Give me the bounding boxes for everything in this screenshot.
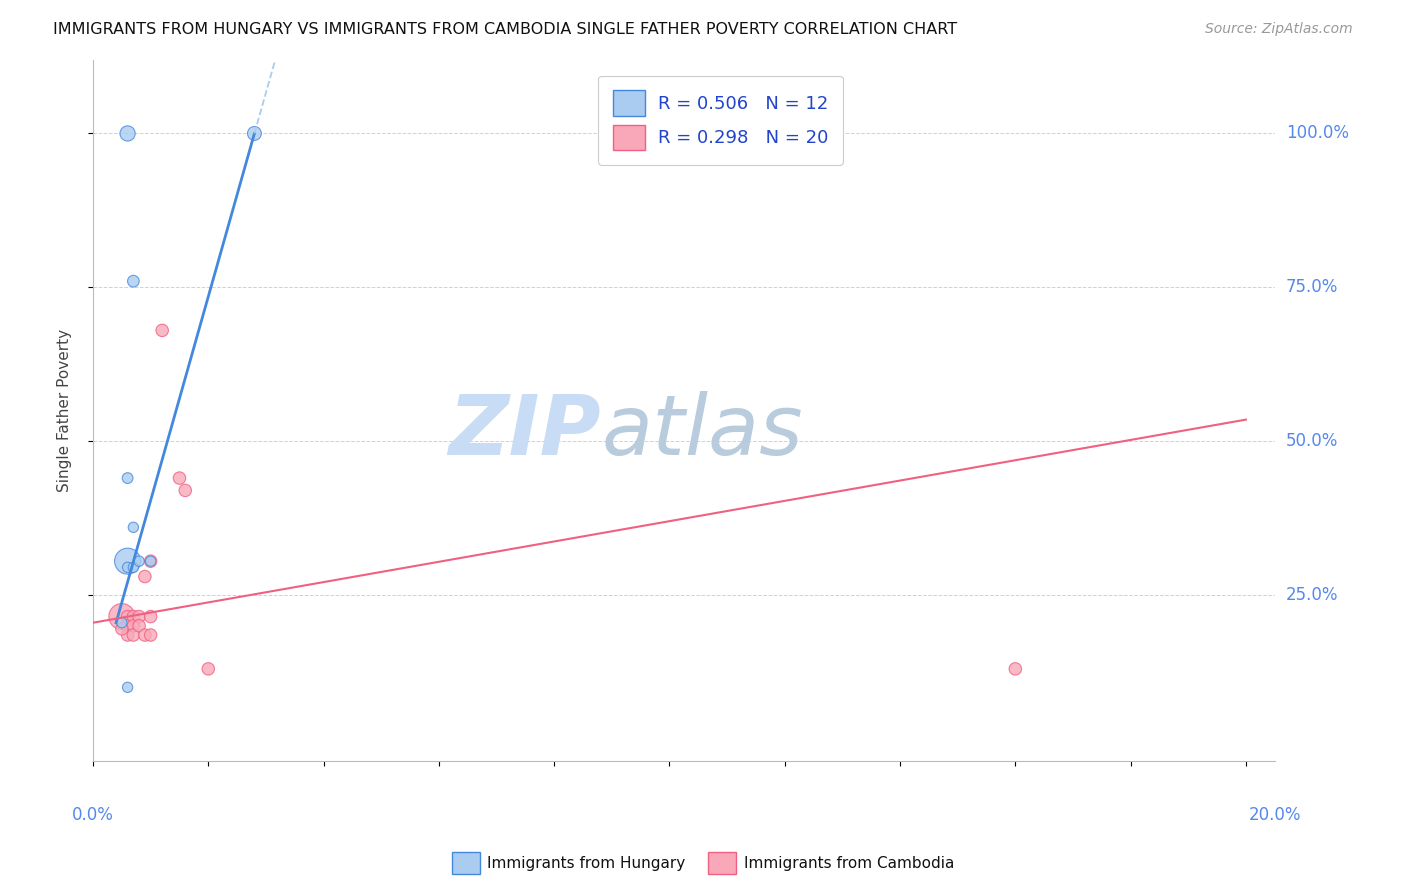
Y-axis label: Single Father Poverty: Single Father Poverty <box>58 329 72 492</box>
Point <box>139 554 162 568</box>
Point <box>117 619 139 633</box>
Point <box>117 628 139 642</box>
Point <box>111 615 134 630</box>
Point <box>169 471 191 485</box>
Point <box>197 662 219 676</box>
Point <box>128 609 150 624</box>
Point <box>117 127 139 141</box>
Point <box>122 619 145 633</box>
Point <box>139 628 162 642</box>
Text: 0.0%: 0.0% <box>72 805 114 824</box>
Point <box>117 681 139 695</box>
Text: 50.0%: 50.0% <box>1286 432 1339 450</box>
Point <box>128 619 150 633</box>
Point <box>117 560 139 574</box>
Point <box>122 560 145 574</box>
Text: 25.0%: 25.0% <box>1286 586 1339 604</box>
Point <box>117 554 139 568</box>
Point <box>139 554 162 568</box>
Point <box>139 609 162 624</box>
Point <box>111 622 134 636</box>
Text: 75.0%: 75.0% <box>1286 278 1339 296</box>
Point <box>117 471 139 485</box>
Point <box>134 569 156 583</box>
Point <box>111 609 134 624</box>
Text: ZIP: ZIP <box>449 391 602 472</box>
Text: Source: ZipAtlas.com: Source: ZipAtlas.com <box>1205 22 1353 37</box>
Point <box>122 520 145 534</box>
Point <box>243 127 266 141</box>
Point <box>128 554 150 568</box>
Point <box>117 609 139 624</box>
Point <box>1004 662 1026 676</box>
Legend: Immigrants from Hungary, Immigrants from Cambodia: Immigrants from Hungary, Immigrants from… <box>446 846 960 880</box>
Text: 20.0%: 20.0% <box>1249 805 1301 824</box>
Point <box>122 609 145 624</box>
Point <box>122 628 145 642</box>
Text: 100.0%: 100.0% <box>1286 125 1348 143</box>
Text: IMMIGRANTS FROM HUNGARY VS IMMIGRANTS FROM CAMBODIA SINGLE FATHER POVERTY CORREL: IMMIGRANTS FROM HUNGARY VS IMMIGRANTS FR… <box>53 22 957 37</box>
Text: atlas: atlas <box>602 391 803 472</box>
Legend: R = 0.506   N = 12, R = 0.298   N = 20: R = 0.506 N = 12, R = 0.298 N = 20 <box>599 76 842 165</box>
Point <box>134 628 156 642</box>
Point <box>174 483 197 498</box>
Point <box>122 274 145 288</box>
Point <box>150 323 173 337</box>
